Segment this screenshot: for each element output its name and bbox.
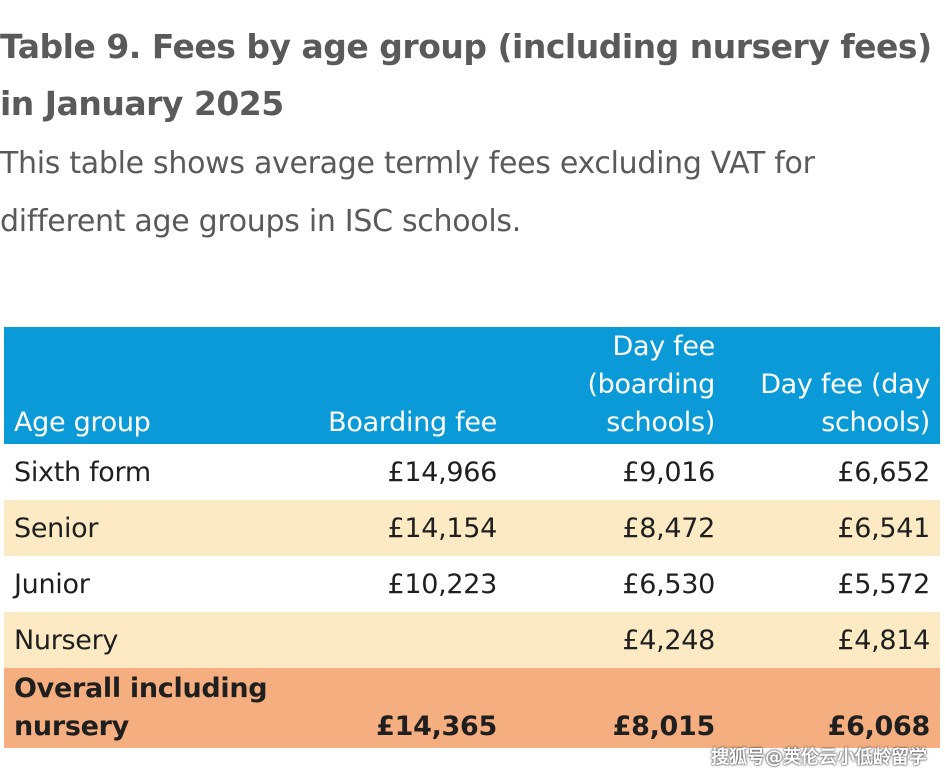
cell-day-fee-boarding-total: £8,015 xyxy=(612,711,716,742)
cell-day-fee-boarding: £4,248 xyxy=(622,624,715,656)
cell-boarding-fee-total: £14,365 xyxy=(376,711,497,742)
header-boarding-fee: Boarding fee xyxy=(328,407,497,438)
table-row: Sixth form £14,966 £9,016 £6,652 xyxy=(4,444,940,500)
cell-day-fee-boarding: £8,472 xyxy=(622,512,715,544)
cell-boarding-fee: £14,966 xyxy=(387,456,497,488)
cell-day-fee-boarding: £6,530 xyxy=(622,568,715,600)
cell-age-group: Senior xyxy=(14,512,99,544)
cell-age-group: Nursery xyxy=(14,624,119,656)
table-description: This table shows average termly fees exc… xyxy=(0,146,815,239)
header-age-group: Age group xyxy=(14,407,151,438)
table-total-row: Overall including nursery £14,365 £8,015… xyxy=(4,668,940,748)
cell-day-fee-day: £6,652 xyxy=(837,456,930,488)
cell-age-group: Junior xyxy=(14,568,90,600)
cell-age-group-total: Overall including nursery xyxy=(14,673,268,742)
cell-boarding-fee: £10,223 xyxy=(387,568,497,600)
table-row: Junior £10,223 £6,530 £5,572 xyxy=(4,556,940,612)
cell-day-fee-day: £4,814 xyxy=(837,624,930,656)
fees-table: Age group Boarding fee Day fee (boarding… xyxy=(4,327,940,748)
table-row: Senior £14,154 £8,472 £6,541 xyxy=(4,500,940,556)
page-title: Table 9. Fees by age group (including nu… xyxy=(0,27,932,123)
cell-day-fee-day-total: £6,068 xyxy=(827,711,931,742)
cell-day-fee-day: £5,572 xyxy=(837,568,930,600)
cell-age-group: Sixth form xyxy=(14,456,151,488)
cell-boarding-fee xyxy=(294,612,507,668)
header-day-fee-boarding-schools: Day fee (boarding schools) xyxy=(587,331,715,438)
cell-day-fee-day: £6,541 xyxy=(837,512,930,544)
watermark: 搜狐号@英伦云小低龄留学 xyxy=(711,747,927,768)
cell-boarding-fee: £14,154 xyxy=(387,512,497,544)
cell-day-fee-boarding: £9,016 xyxy=(622,456,715,488)
table-header-row: Age group Boarding fee Day fee (boarding… xyxy=(4,327,940,444)
table-row: Nursery £4,248 £4,814 xyxy=(4,612,940,668)
header-day-fee-day-schools: Day fee (day schools) xyxy=(760,369,930,438)
